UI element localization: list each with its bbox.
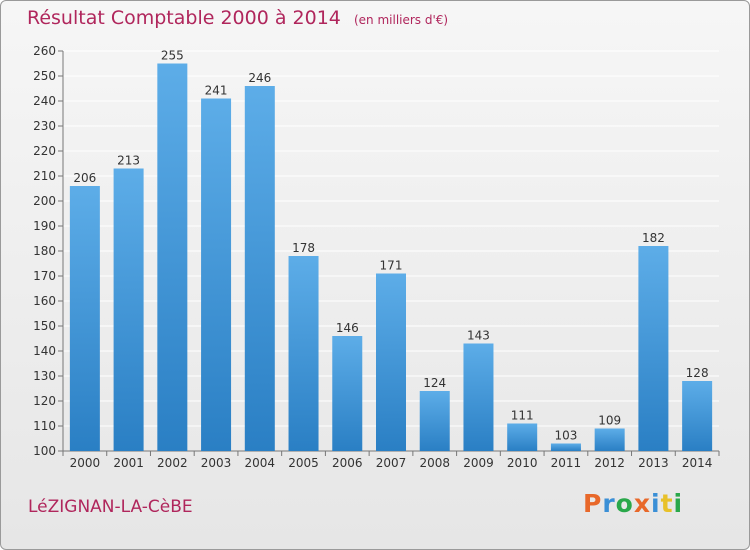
bar-2004 <box>244 86 275 451</box>
bar-2013 <box>638 246 669 451</box>
y-tick-label: 260 <box>33 44 56 58</box>
y-tick-label: 180 <box>33 244 56 258</box>
bar-2011 <box>550 443 581 451</box>
bar-2010 <box>507 423 538 451</box>
y-tick-label: 110 <box>33 419 56 433</box>
y-tick-label: 220 <box>33 144 56 158</box>
y-tick-label: 240 <box>33 94 56 108</box>
data-label-2010: 111 <box>511 409 534 423</box>
bar-2003 <box>201 98 232 451</box>
brand-letter: P <box>583 489 603 518</box>
x-tick-label: 2003 <box>201 456 232 470</box>
bar-2000 <box>69 186 100 451</box>
x-tick-label: 2008 <box>419 456 450 470</box>
x-tick-label: 2000 <box>70 456 101 470</box>
bar-2006 <box>332 336 363 451</box>
x-tick-label: 2005 <box>288 456 319 470</box>
y-tick-label: 160 <box>33 294 56 308</box>
x-tick-label: 2006 <box>332 456 363 470</box>
brand-letter: i <box>651 489 661 518</box>
y-tick-label: 140 <box>33 344 56 358</box>
bar-2007 <box>376 273 406 451</box>
brand-letter: o <box>615 489 634 518</box>
data-label-2005: 178 <box>292 241 315 255</box>
bar-2005 <box>288 256 319 451</box>
x-tick-label: 2007 <box>376 456 407 470</box>
chart-title: Résultat Comptable 2000 à 2014 <box>27 7 341 29</box>
x-tick-label: 2012 <box>594 456 625 470</box>
y-tick-label: 210 <box>33 169 56 183</box>
proxiti-logo[interactable]: Proxiti <box>583 489 683 518</box>
data-label-2003: 241 <box>205 84 228 98</box>
x-tick-label: 2010 <box>507 456 538 470</box>
data-label-2007: 171 <box>380 259 403 273</box>
x-tick-label: 2011 <box>551 456 582 470</box>
y-tick-label: 150 <box>33 319 56 333</box>
y-tick-label: 200 <box>33 194 56 208</box>
bar-2009 <box>463 343 494 451</box>
x-tick-label: 2001 <box>113 456 144 470</box>
bar-2012 <box>594 428 625 451</box>
brand-letter: t <box>660 489 674 518</box>
y-tick-label: 120 <box>33 394 56 408</box>
y-tick-label: 130 <box>33 369 56 383</box>
data-label-2002: 255 <box>161 49 184 63</box>
labels-layer: 100 110 120 130 140 150 160 170 180 190 200 210 220 2… <box>33 44 712 470</box>
data-label-2011: 103 <box>554 429 577 443</box>
y-tick-label: 170 <box>33 269 56 283</box>
brand-letter: i <box>673 489 684 518</box>
x-tick-label: 2009 <box>463 456 494 470</box>
brand-letter: x <box>633 489 651 518</box>
data-label-2000: 206 <box>73 171 96 185</box>
bar-2014 <box>682 381 713 451</box>
y-tick-label: 230 <box>33 119 56 133</box>
x-tick-label: 2014 <box>682 456 713 470</box>
data-label-2013: 182 <box>642 231 665 245</box>
data-label-2006: 146 <box>336 321 359 335</box>
bar-2008 <box>419 391 450 451</box>
data-label-2001: 213 <box>117 154 140 168</box>
y-tick-label: 100 <box>33 444 56 458</box>
data-label-2008: 124 <box>423 376 446 390</box>
data-label-2009: 143 <box>467 329 490 343</box>
brand-letter: r <box>602 489 616 518</box>
y-tick-label: 190 <box>33 219 56 233</box>
bar-2002 <box>157 63 188 451</box>
data-label-2004: 246 <box>248 71 271 85</box>
data-label-2012: 109 <box>598 414 621 428</box>
chart-unit: (en milliers d'€) <box>353 13 449 27</box>
data-label-2014: 128 <box>686 366 709 380</box>
y-tick-label: 250 <box>33 69 56 83</box>
x-tick-label: 2004 <box>245 456 276 470</box>
place-name: LéZIGNAN-LA-CèBE <box>28 497 193 517</box>
x-tick-label: 2013 <box>638 456 669 470</box>
title-row: Résultat Comptable 2000 à 2014 (en milli… <box>27 7 448 29</box>
x-tick-label: 2002 <box>157 456 188 470</box>
bar-2001 <box>113 168 144 451</box>
bars-layer <box>69 63 713 451</box>
